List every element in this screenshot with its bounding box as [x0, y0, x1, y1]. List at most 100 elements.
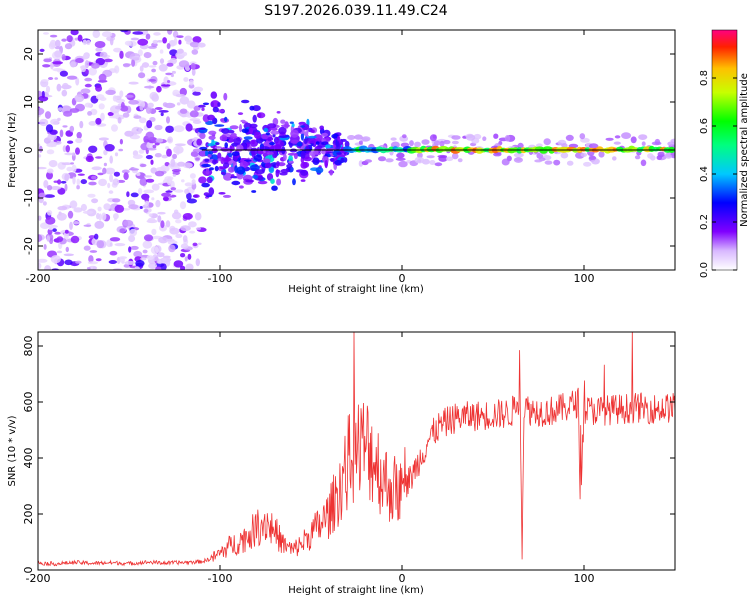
- spectrogram-blob: [75, 147, 80, 155]
- spectrogram-blob: [224, 142, 228, 149]
- spectrogram-blob: [85, 155, 94, 163]
- spectrogram-blob: [214, 146, 222, 149]
- spectrogram-blob: [44, 194, 55, 198]
- spectrogram-blob: [40, 79, 50, 82]
- spectrogram-blob: [190, 62, 196, 70]
- spectrogram-blob: [115, 105, 122, 110]
- spectrogram-blob: [63, 231, 69, 240]
- spectrogram-blob: [257, 112, 262, 118]
- spectrogram-blob: [54, 46, 62, 50]
- spectrogram-blob: [561, 143, 568, 148]
- spectrogram-blob: [325, 137, 330, 142]
- spectrogram-blob: [354, 134, 363, 140]
- spectrogram-blob: [53, 180, 59, 183]
- spectrogram-blob: [80, 179, 88, 185]
- y-tick-label: 600: [22, 392, 35, 413]
- spectrogram-blob: [204, 158, 210, 162]
- spectrogram-blob: [257, 150, 264, 155]
- spectrogram-blob: [621, 132, 632, 140]
- colorbar-tick-label: 0.4: [699, 166, 710, 182]
- spectrogram-blob: [217, 158, 221, 162]
- spectrogram-blob: [167, 136, 174, 144]
- spectrogram-blob: [103, 203, 111, 211]
- spectrogram-blob: [109, 37, 114, 46]
- spectrogram-blob: [227, 129, 235, 134]
- spectrogram-blob: [109, 237, 121, 242]
- spectrogram-blob: [57, 179, 62, 185]
- spectrogram-blob: [176, 102, 181, 106]
- spectrogram-blob: [451, 140, 459, 145]
- spectrogram-blob: [193, 86, 204, 93]
- spectrogram-blob: [544, 160, 553, 165]
- spectrogram-blob: [88, 67, 97, 76]
- spectrogram-blob: [48, 227, 53, 231]
- spectrogram-blob: [437, 154, 448, 158]
- spectrogram-blob: [201, 163, 212, 168]
- spectrogram-blob: [176, 35, 184, 38]
- spectrogram-blob: [202, 102, 210, 106]
- spectrogram-blob: [151, 228, 157, 236]
- spectrogram-blob: [98, 137, 109, 141]
- spectrogram-blob: [173, 145, 184, 154]
- spectrogram-blob: [217, 152, 222, 160]
- spectrogram-blob: [275, 169, 280, 178]
- spectrogram-blob: [249, 105, 255, 111]
- snr-panel: -200 -100 0 100 0 200 400 600 800 Height of stra…: [7, 331, 676, 596]
- spectrogram-blob: [159, 49, 164, 54]
- spectrogram-blob: [162, 37, 168, 44]
- spectrogram-blob: [240, 119, 246, 123]
- spectrogram-blob: [62, 125, 68, 128]
- spectrogram-blob: [207, 114, 216, 121]
- spectrogram-blob: [133, 115, 142, 119]
- spectrogram-blob: [192, 91, 201, 96]
- spectrogram-blob: [402, 134, 407, 139]
- spectrogram-blob: [124, 40, 132, 46]
- spectrogram-blob: [135, 260, 145, 267]
- spectrogram-blob: [647, 153, 654, 159]
- spectrogram-blob: [44, 95, 53, 98]
- spectrogram-blob: [38, 107, 45, 115]
- spectrogram-blob: [266, 151, 274, 155]
- spectrogram-blob: [145, 131, 155, 140]
- spectrogram-blob: [148, 262, 158, 269]
- spectrogram-blob: [325, 144, 331, 149]
- spectrogram-blob: [119, 138, 123, 145]
- spectrogram-blob: [245, 179, 255, 183]
- spectrogram-blob: [178, 60, 190, 68]
- spectrogram-blob: [44, 111, 52, 119]
- spectrogram-blob: [148, 65, 157, 68]
- spectrogram-blob: [143, 189, 155, 194]
- spectrogram-blob: [180, 243, 189, 249]
- spectrogram-blob: [152, 60, 158, 66]
- spectrogram-blob: [103, 162, 107, 167]
- spectrogram-blob: [212, 106, 219, 113]
- spectrogram-blob: [94, 233, 99, 240]
- spectrogram-blob: [122, 63, 131, 68]
- y-tick-label: 200: [22, 504, 35, 525]
- spectrogram-blob: [429, 160, 436, 165]
- spectrogram-blob: [48, 77, 54, 80]
- spectrogram-blob: [214, 124, 225, 127]
- spectrogram-blob: [184, 256, 188, 262]
- spectrogram-blob: [566, 160, 574, 166]
- spectrogram-blob: [82, 39, 88, 46]
- spectrogram-blob: [361, 136, 371, 142]
- spectrogram-blob: [137, 188, 143, 195]
- spectrogram-blob: [114, 204, 125, 213]
- spectrogram-blob: [100, 112, 105, 121]
- spectrogram-blob: [426, 155, 435, 159]
- spectrogram-blob: [72, 176, 76, 185]
- spectrogram-blob: [123, 219, 134, 227]
- spectrogram-blob: [154, 170, 165, 177]
- spectrogram-blob: [272, 144, 282, 150]
- spectrogram-blob: [88, 145, 98, 153]
- spectrogram-blob: [128, 234, 136, 243]
- spectrogram-blob: [139, 177, 148, 186]
- spectrogram-blob: [88, 181, 97, 186]
- spectrogram-blob: [195, 258, 200, 267]
- spectrogram-blob: [166, 62, 174, 67]
- spectrogram-blob: [146, 255, 154, 260]
- spectrogram-blob: [565, 134, 574, 141]
- spectrogram-blob: [292, 178, 296, 186]
- spectrogram-blob: [251, 150, 256, 158]
